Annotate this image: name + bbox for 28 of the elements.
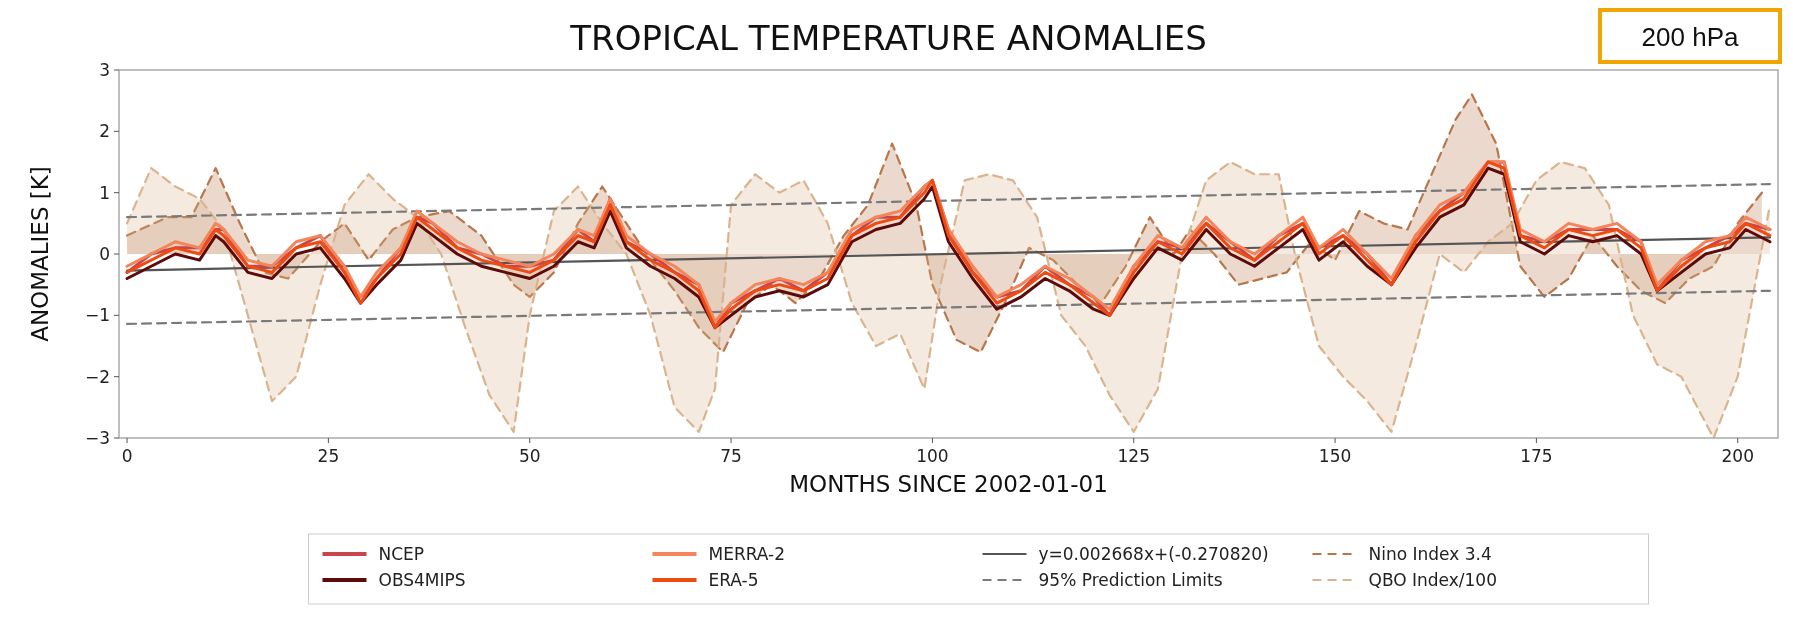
legend-label: NCEP: [378, 544, 425, 564]
legend-label: OBS4MIPS: [378, 570, 466, 590]
legend-label: y=0.002668x+(-0.270820): [1038, 544, 1269, 564]
legend-label: ERA-5: [708, 570, 759, 590]
x-tick-label: 25: [317, 446, 340, 466]
legend-label: QBO Index/100: [1368, 570, 1498, 590]
x-axis-title: MONTHS SINCE 2002-01-01: [789, 471, 1108, 497]
y-tick-label: 3: [99, 60, 110, 80]
x-tick-label: 50: [518, 446, 541, 466]
legend-label: MERRA-2: [708, 544, 786, 564]
x-tick-label: 0: [121, 446, 133, 466]
x-tick-label: 125: [1117, 446, 1150, 466]
legend-label: 95% Prediction Limits: [1038, 570, 1223, 590]
y-tick-label: −3: [84, 428, 110, 448]
y-tick-label: −1: [84, 305, 110, 326]
chart-title: TROPICAL TEMPERATURE ANOMALIES: [569, 18, 1207, 58]
legend-label: Nino Index 3.4: [1368, 544, 1492, 564]
x-tick-label: 150: [1318, 446, 1352, 466]
x-tick-label: 175: [1520, 446, 1553, 466]
y-tick-label: 0: [99, 244, 110, 264]
y-axis-title: ANOMALIES [K]: [27, 166, 53, 342]
text: 200 hPa: [1641, 22, 1739, 52]
x-tick-label: 75: [720, 446, 742, 466]
x-tick-label: 100: [916, 446, 949, 466]
x-tick-label: 200: [1721, 446, 1754, 466]
y-tick-label: 2: [99, 121, 110, 142]
y-tick-label: 1: [99, 182, 110, 203]
y-tick-label: −2: [84, 366, 110, 387]
